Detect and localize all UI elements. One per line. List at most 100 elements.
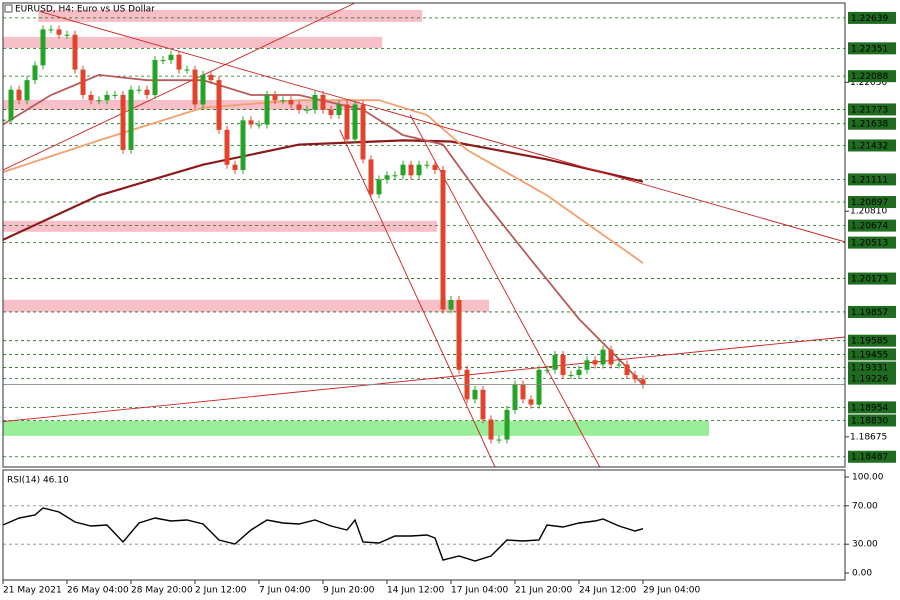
level-label: 1.20674 (851, 222, 888, 232)
candle-body (576, 369, 582, 376)
rsi-line (3, 507, 644, 562)
x-tick-label: 29 Jun 04:00 (643, 586, 700, 596)
rsi-tick-label: 30.00 (852, 540, 878, 550)
candle-body (224, 129, 230, 165)
level-label-box (848, 196, 896, 209)
price-frame (2, 2, 846, 468)
zone (3, 36, 383, 48)
candle-body (136, 89, 142, 91)
candle-body (472, 389, 478, 400)
candle-body (624, 364, 630, 376)
candle-body (176, 54, 182, 70)
candle-body (448, 300, 454, 310)
candle-body (296, 104, 302, 110)
level-label-box (848, 361, 896, 374)
level-label-box (848, 348, 896, 361)
symbol-icon (4, 4, 13, 13)
candle-body (208, 74, 214, 81)
level-label-box (848, 450, 896, 463)
candle-body (344, 104, 350, 140)
rsi-frame (2, 469, 846, 581)
candle-body (16, 89, 22, 101)
trendline (3, 3, 356, 171)
level-label: 1.21432 (851, 141, 888, 151)
level-label-box (848, 334, 896, 347)
level-label-box (848, 139, 896, 152)
candle-body (192, 69, 198, 105)
moving-average (3, 99, 644, 264)
candle-body (384, 175, 390, 180)
candle-body (56, 29, 62, 35)
candle-body (280, 100, 286, 102)
candle-body (328, 109, 334, 116)
y-tick-label: 1.22030 (850, 78, 887, 88)
zone (3, 99, 360, 110)
candle-body (304, 109, 310, 111)
trendline (339, 129, 496, 467)
level-label: 1.20897 (851, 198, 888, 208)
level-label-box (848, 173, 896, 186)
candle-body (376, 179, 382, 195)
candle-body (200, 74, 206, 105)
level-label: 1.21773 (851, 105, 888, 115)
x-tick-label: 24 Jun 12:00 (579, 586, 636, 596)
candle-body (256, 124, 262, 126)
x-tick-label: 21 Jun 20:00 (515, 586, 572, 596)
level-label: 1.18487 (851, 453, 888, 463)
level-label-box (848, 117, 896, 130)
rsi-panel (3, 505, 845, 562)
candle-body (552, 354, 558, 370)
candle-body (24, 80, 30, 101)
candle-body (32, 65, 38, 81)
candle-body (96, 100, 102, 102)
candle-body (240, 120, 246, 170)
candle-body (288, 100, 294, 105)
candle-body (128, 89, 134, 150)
trendline (39, 11, 845, 243)
zone (3, 299, 489, 312)
rsi-tick-label: 100.00 (852, 473, 884, 483)
x-tick-label: 21 May 2021 (3, 586, 62, 596)
level-label: 1.19585 (851, 337, 888, 347)
candle-body (368, 159, 374, 195)
candle-body (592, 360, 598, 365)
axes: 1.18675 1.20810 1.22030 1.22639 1.22351 1.220… (2, 11, 896, 596)
x-tick-label: 28 May 20:00 (131, 586, 193, 596)
candle-body (480, 389, 486, 420)
candle-body (272, 94, 278, 101)
level-label: 1.19455 (851, 350, 888, 360)
x-tick-label: 9 Jun 20:00 (323, 586, 375, 596)
moving-average (3, 139, 644, 241)
chart-title: EURUSD, H4: Euro vs US Dollar (15, 5, 155, 15)
candle-body (544, 369, 550, 371)
candle-body (8, 89, 14, 121)
candle-body (216, 80, 222, 130)
candle-body (416, 164, 422, 176)
candle-body (48, 29, 54, 31)
candle-body (336, 104, 342, 116)
rsi-tick-label: 70.00 (852, 501, 878, 511)
candle-body (520, 384, 526, 400)
level-label-box (848, 70, 896, 83)
candle-body (104, 94, 110, 101)
level-label: 1.22088 (851, 72, 888, 82)
candle-body (40, 29, 46, 66)
x-tick-label: 7 Jun 04:00 (259, 586, 311, 596)
level-label: 1.18830 (851, 416, 888, 426)
level-label: 1.21638 (851, 120, 888, 130)
price-panel (3, 3, 845, 467)
level-label: 1.19857 (851, 308, 888, 318)
candle-body (440, 169, 446, 310)
level-label: 1.20173 (851, 275, 888, 285)
level-label-box (848, 219, 896, 232)
candle-body (248, 120, 254, 125)
level-label-box (848, 236, 896, 249)
candle-body (408, 164, 414, 176)
level-label-box (848, 11, 896, 24)
candle-body (360, 104, 366, 160)
candle-body (160, 60, 166, 62)
zone (38, 9, 423, 22)
candle-body (88, 94, 94, 101)
candle-body (432, 164, 438, 170)
